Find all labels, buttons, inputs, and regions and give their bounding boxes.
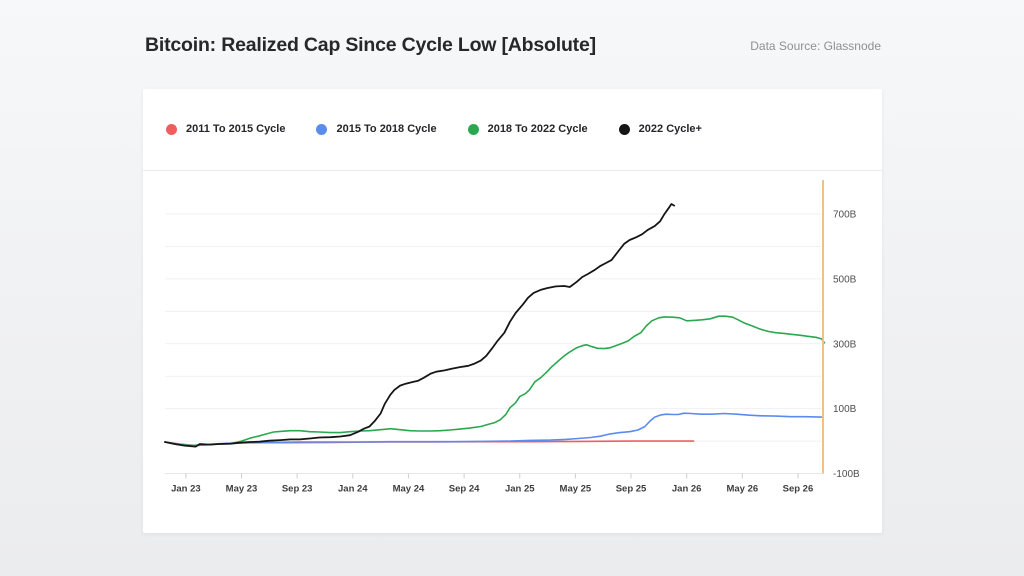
x-tick-label: May 24: [393, 484, 425, 495]
x-tick-label: Sep 24: [449, 484, 480, 495]
legend-dot-icon: [316, 123, 328, 135]
series-line-3: [164, 315, 826, 447]
legend-dot-icon: [166, 123, 177, 135]
series-line-4: [164, 203, 676, 448]
y-tick-label: 300B: [833, 339, 857, 350]
page-header: Bitcoin: Realized Cap Since Cycle Low [A…: [145, 34, 881, 57]
legend-item-label: 2011 To 2015 Cycle: [186, 123, 286, 135]
y-tick-label: -100B: [833, 469, 860, 480]
legend-separator: [143, 170, 882, 171]
x-tick-label: Sep 23: [282, 484, 313, 495]
legend-dot-icon: [618, 123, 630, 135]
x-tick-label: Jan 23: [171, 484, 201, 495]
x-tick-label: Jan 25: [505, 484, 535, 495]
chart-card: 2011 To 2015 Cycle 2015 To 2018 Cycle 2018…: [143, 89, 882, 533]
x-tick-label: Jan 24: [338, 484, 368, 495]
y-tick-label: 700B: [833, 210, 857, 221]
chart-svg: Jan 23 May 23 Sep 23 Jan 24 May 24 Sep 24 Jan …: [164, 180, 860, 495]
x-tick-label: Sep 25: [616, 484, 647, 495]
legend-item-label: 2015 To 2018 Cycle: [336, 123, 437, 135]
chart-legend: 2011 To 2015 Cycle 2015 To 2018 Cycle 2018…: [166, 117, 702, 141]
legend-dot-icon: [467, 123, 479, 135]
y-tick-label: 100B: [833, 404, 857, 415]
x-tick-label: May 25: [560, 484, 592, 495]
page-title: Bitcoin: Realized Cap Since Cycle Low [A…: [145, 34, 596, 56]
legend-item-4[interactable]: 2022 Cycle+: [618, 123, 702, 135]
legend-item-label: 2022 Cycle+: [638, 123, 702, 135]
series-line-2: [164, 412, 823, 447]
legend-item-3[interactable]: 2018 To 2022 Cycle: [467, 123, 588, 135]
legend-item-label: 2018 To 2022 Cycle: [487, 123, 588, 135]
legend-item-1[interactable]: 2011 To 2015 Cycle: [166, 123, 285, 135]
x-tick-label: May 23: [226, 484, 258, 495]
data-source-label: Data Source: Glassnode: [750, 38, 881, 53]
x-tick-label: Sep 26: [783, 484, 814, 495]
x-tick-label: May 26: [726, 484, 758, 495]
x-tick-label: Jan 26: [672, 484, 702, 495]
chart-plot-area[interactable]: Jan 23 May 23 Sep 23 Jan 24 May 24 Sep 24 Jan …: [143, 170, 882, 533]
y-tick-label: 500B: [833, 274, 857, 285]
legend-item-2[interactable]: 2015 To 2018 Cycle: [316, 123, 437, 135]
